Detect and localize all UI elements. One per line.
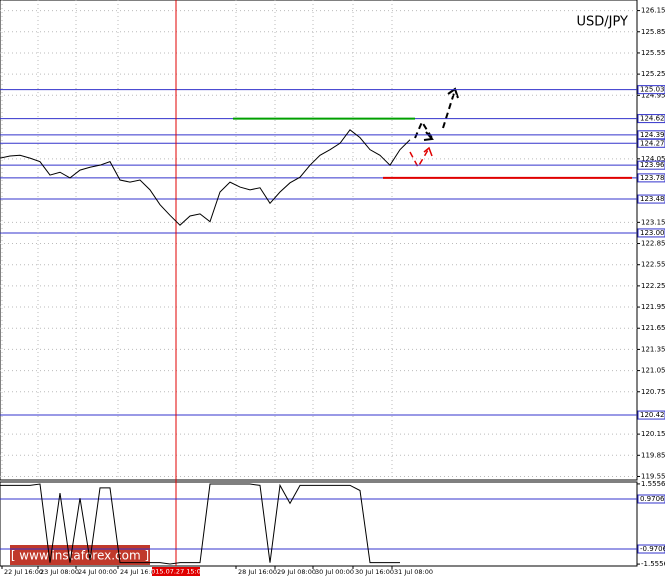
price-line [0,129,411,226]
chart-title: USD/JPY [577,15,629,30]
arrow [409,149,429,169]
y-tick-label: 122.85 [641,240,665,248]
watermark: [ www.instaforex.com ] [10,545,150,565]
level-label: 0.9706 [640,495,665,503]
x-tick-label: 22 Jul 16:00 [4,568,43,576]
level-label: 124.27 [640,139,665,147]
level-label: 124.39 [640,131,665,139]
level-label: 123.00 [640,229,665,237]
price-line [0,483,400,565]
x-tick-label: 30 Jul 00:00 [315,568,354,576]
y-tick-label: -1.5556 [641,560,665,568]
level-label-box [637,194,665,204]
forecast-arrows [409,87,459,169]
y-tick-label: 125.55 [641,49,665,57]
x-tick-label: 28 Jul 16:00 [238,568,277,576]
y-tick-label: 121.05 [641,367,665,375]
level-label: 123.48 [640,195,665,203]
level-label-box [637,228,665,238]
crosshair-label-box [152,567,200,576]
y-tick-label: 122.25 [641,282,665,290]
level-label-box [637,138,665,148]
level-label: 120.42 [640,411,665,419]
y-tick-label: 124.95 [641,91,665,99]
y-tick-label: 123.15 [641,218,665,226]
y-tick-label: 125.25 [641,70,665,78]
level-label: 124.62 [640,115,665,123]
y-tick-label: 125.85 [641,28,665,36]
level-label: 123.78 [640,174,665,182]
level-label: 125.03 [640,86,665,94]
level-label: -0.9706 [640,545,665,553]
level-label-box [637,173,665,183]
y-tick-label: 120.15 [641,430,665,438]
level-label-box [637,494,665,504]
arrow [442,89,456,129]
level-label-box [637,114,665,124]
x-tick-label: 24 Jul 00:00 [78,568,117,576]
y-tick-label: 119.55 [641,472,665,480]
x-tick-label: 24 Jul 16:00 [120,568,159,576]
indicator-frame [0,481,638,567]
watermark-box [10,545,150,565]
level-label-box [637,544,665,554]
level-label: 123.96 [640,161,665,169]
x-tick-label: 30 Jul 16:00 [355,568,394,576]
y-tick-label: 121.35 [641,345,665,353]
x-tick-label: 29 Jul 08:00 [277,568,316,576]
y-tick-label: 124.05 [641,155,665,163]
level-label-box [637,410,665,420]
y-tick-label: 1.5556 [641,480,665,488]
y-tick-label: 126.15 [641,7,665,15]
y-tick-label: 121.65 [641,324,665,332]
x-tick-label: 31 Jul 08:00 [394,568,433,576]
x-tick-label: 2015.07.27 15:00 [147,568,205,576]
level-label-box [637,85,665,95]
watermark-text: [ www.instaforex.com ] [11,549,149,563]
arrow [414,119,433,139]
x-tick-label: 23 Jul 08:00 [40,568,79,576]
level-label-box [637,160,665,170]
arrow-head [423,146,433,157]
y-tick-label: 120.75 [641,388,665,396]
y-tick-label: 121.95 [641,303,665,311]
price-frame [0,0,638,481]
y-tick-label: 119.85 [641,451,665,459]
y-tick-label: 122.55 [641,261,665,269]
